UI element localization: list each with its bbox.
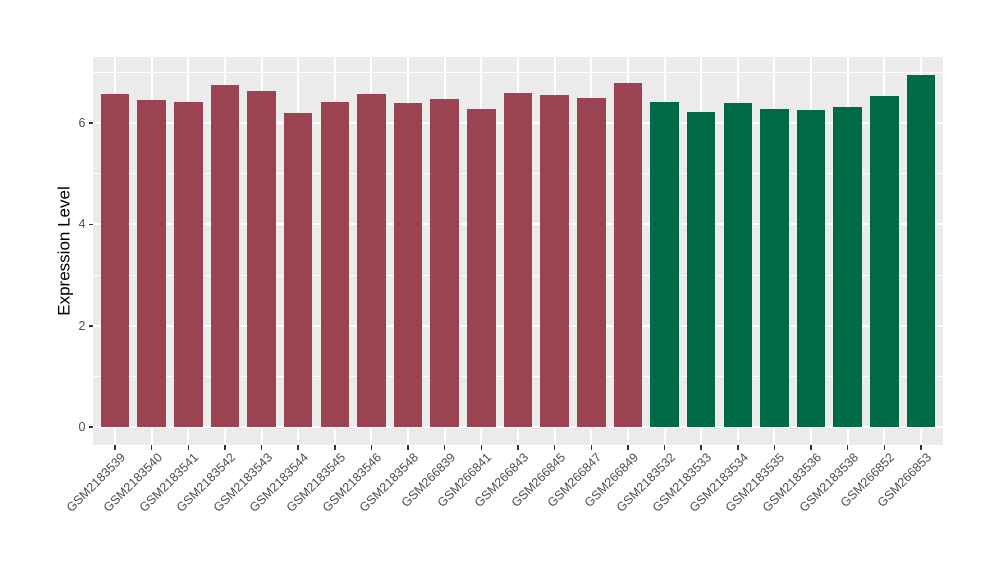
x-tick-mark-GSM2183532 bbox=[663, 445, 666, 450]
y-tick-label-6: 6 bbox=[78, 115, 86, 130]
bar-GSM2183539 bbox=[100, 93, 130, 428]
bar-GSM2183546 bbox=[357, 94, 386, 428]
y-tick-mark-0 bbox=[88, 426, 93, 428]
bar-GSM2183540 bbox=[137, 99, 166, 428]
bar-GSM2183538 bbox=[833, 106, 862, 428]
y-tick-label-2: 2 bbox=[78, 318, 86, 333]
y-tick-mark-6 bbox=[88, 122, 93, 124]
bar-GSM266845 bbox=[540, 95, 569, 428]
y-tick-label-0: 0 bbox=[78, 420, 86, 435]
x-tick-mark-GSM266839 bbox=[443, 445, 446, 450]
x-tick-mark-GSM2183538 bbox=[846, 445, 849, 450]
bar-GSM266852 bbox=[870, 95, 899, 428]
bar-GSM2183532 bbox=[650, 102, 679, 428]
x-tick-mark-GSM2183543 bbox=[260, 445, 263, 450]
bar-GSM2183545 bbox=[320, 101, 350, 428]
bar-GSM2183533 bbox=[686, 112, 716, 428]
bar-GSM2183535 bbox=[760, 109, 789, 428]
bar-GSM266843 bbox=[503, 92, 533, 428]
x-tick-mark-GSM266845 bbox=[553, 445, 556, 450]
x-tick-mark-GSM2183535 bbox=[773, 445, 776, 450]
x-tick-mark-GSM2183536 bbox=[810, 445, 812, 450]
y-axis-title: Expression Level bbox=[54, 186, 74, 316]
x-tick-mark-GSM266843 bbox=[517, 445, 519, 450]
bar-GSM2183548 bbox=[393, 102, 423, 428]
x-tick-mark-GSM266849 bbox=[627, 445, 629, 450]
bar-GSM266839 bbox=[430, 98, 459, 428]
x-tick-mark-GSM2183544 bbox=[297, 445, 299, 450]
x-tick-mark-GSM2183545 bbox=[334, 445, 336, 450]
plot-panel bbox=[93, 57, 943, 445]
bar-GSM2183544 bbox=[283, 112, 313, 428]
bar-GSM2183536 bbox=[796, 109, 826, 428]
bar-GSM2183542 bbox=[210, 85, 240, 428]
bar-GSM2183541 bbox=[173, 102, 203, 428]
x-tick-mark-GSM266853 bbox=[920, 445, 922, 450]
x-tick-mark-GSM2183546 bbox=[370, 445, 373, 450]
bar-GSM2183543 bbox=[247, 91, 276, 428]
x-tick-mark-GSM266852 bbox=[883, 445, 886, 450]
x-tick-mark-GSM2183542 bbox=[224, 445, 226, 450]
y-tick-mark-2 bbox=[88, 325, 93, 327]
x-tick-mark-GSM2183548 bbox=[407, 445, 409, 450]
x-tick-mark-GSM2183539 bbox=[114, 445, 116, 450]
x-tick-mark-GSM266847 bbox=[590, 445, 593, 450]
x-tick-mark-GSM2183534 bbox=[737, 445, 739, 450]
bar-GSM266853 bbox=[906, 74, 936, 428]
x-tick-mark-GSM266841 bbox=[480, 445, 483, 450]
y-tick-label-4: 4 bbox=[78, 217, 86, 232]
x-tick-mark-GSM2183540 bbox=[150, 445, 153, 450]
bar-GSM266841 bbox=[467, 108, 496, 428]
bar-GSM266847 bbox=[576, 97, 606, 428]
x-tick-mark-GSM2183541 bbox=[187, 445, 189, 450]
y-tick-mark-4 bbox=[88, 223, 93, 226]
bar-GSM2183534 bbox=[723, 103, 753, 428]
bar-GSM266849 bbox=[613, 83, 643, 428]
x-tick-mark-GSM2183533 bbox=[700, 445, 702, 450]
